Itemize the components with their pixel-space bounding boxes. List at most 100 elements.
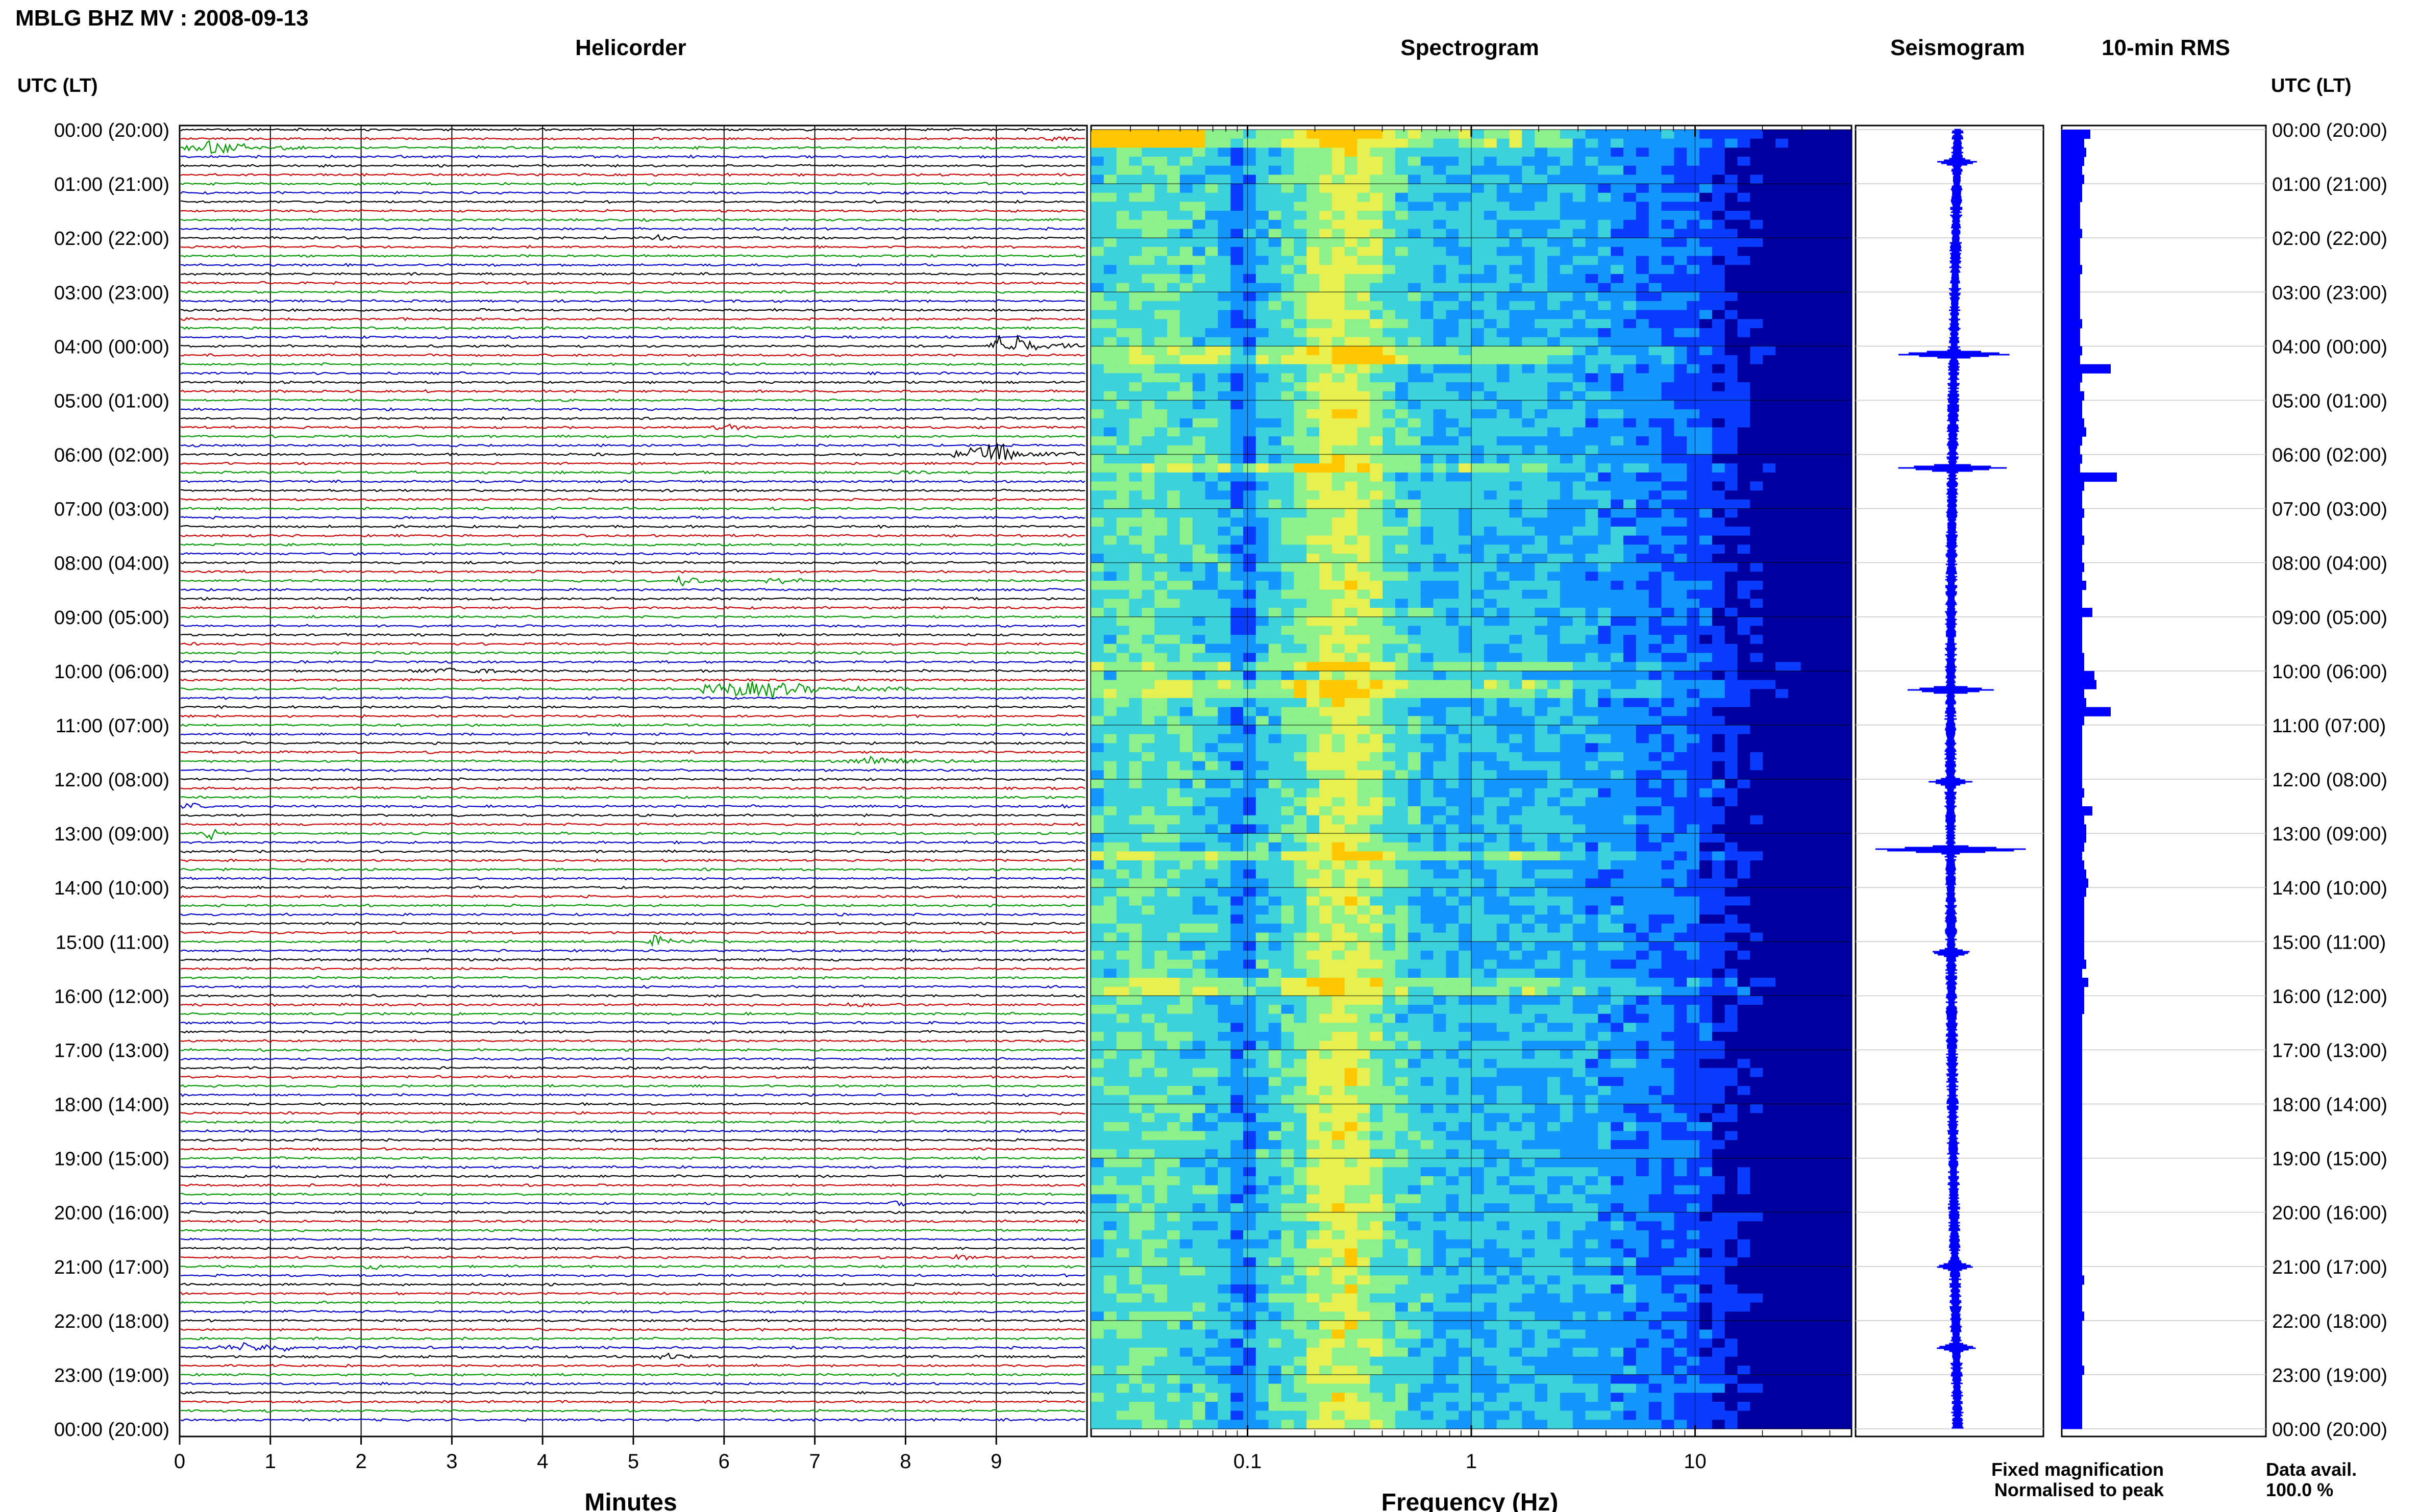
helicorder-trace [180,976,1085,981]
rms-bar [2062,1302,2082,1312]
helicorder-trace [180,1309,1085,1314]
spectrogram-row [1091,256,1852,265]
spectrogram-row [1091,1339,1852,1348]
time-label-right: 23:00 (19:00) [2272,1365,2387,1386]
helicorder-trace [180,271,1085,276]
rms-bar [2062,1366,2084,1375]
helicorder-trace [180,813,1085,817]
rms-bar [2062,1005,2084,1014]
rms-bar [2062,1356,2082,1366]
helicorder-trace [180,795,1085,800]
helicorder-trace [180,828,1085,841]
spectrogram-row [1091,788,1852,798]
spectrogram-row [1091,130,1852,139]
helicorder-trace [180,335,1085,339]
minute-tick-label: 1 [265,1450,276,1473]
spectrogram-row [1091,1393,1852,1402]
spectrogram-row [1091,743,1852,753]
helicorder-trace [180,587,1085,592]
helicorder-trace [180,624,1085,628]
spectrogram-row [1091,463,1852,473]
spectrogram-row [1091,1040,1852,1050]
helicorder-trace [180,244,1085,249]
rms-bar [2062,292,2080,302]
helicorder-trace [180,755,1085,765]
rms-bar [2062,689,2084,699]
helicorder-trace [180,1210,1085,1214]
helicorder-trace [180,334,1085,351]
helicorder-trace [180,948,1085,953]
rms-bar [2062,986,2084,996]
rms-bar [2062,941,2084,951]
helicorder-trace [180,1138,1085,1142]
helicorder-panel: 0 1 2 3 4 5 6 7 8 9 [174,125,1088,1473]
spectrogram-row [1091,427,1852,437]
time-label-right: 14:00 (10:00) [2272,878,2387,899]
rms-bar [2062,1167,2082,1177]
spectrogram-row [1091,923,1852,933]
spectrogram-row [1091,1122,1852,1132]
rms-bar [2062,662,2084,672]
helicorder-trace [180,768,1085,773]
rms-bar [2062,184,2082,193]
spectrogram-row [1091,1158,1852,1168]
spectrogram-row [1091,472,1852,482]
minutes-axis-label: Minutes [584,1489,677,1512]
helicorder-trace [180,723,1085,727]
time-label-right: 13:00 (09:00) [2272,824,2387,845]
time-label-right: 02:00 (22:00) [2272,228,2387,250]
rms-bar [2062,698,2086,708]
helicorder-trace [180,858,1085,863]
helicorder-trace [180,1418,1085,1422]
helicorder-trace [180,1200,1085,1207]
spectrogram-row [1091,986,1852,996]
rms-bar [2062,535,2084,545]
rms-bar [2062,824,2086,834]
rms-bar [2062,608,2092,617]
rms-bar [2062,490,2082,500]
helicorder-trace [180,1192,1085,1197]
spectrogram-row [1091,157,1852,166]
spectrogram-row [1091,770,1852,780]
spectrogram-row [1091,364,1852,374]
rms-bar [2062,743,2082,753]
spectrogram-row [1091,869,1852,879]
helicorder-trace [180,1002,1085,1008]
rms-bar [2062,869,2086,879]
spectrogram-row [1091,1203,1852,1213]
time-label-right: 20:00 (16:00) [2272,1203,2387,1224]
rms-bar [2062,1140,2082,1150]
spectrogram-row [1091,978,1852,987]
spectrogram-row [1091,409,1852,419]
helicorder-trace [180,140,1085,154]
helicorder-trace [180,533,1085,538]
spectrogram-row [1091,246,1852,257]
spectrogram-row [1091,265,1852,275]
minute-tick-label: 5 [628,1450,639,1473]
seismogram-title: Seismogram [1890,35,2025,60]
spectrogram-row [1091,1275,1852,1285]
rms-bar [2062,499,2082,509]
helicorder-trace [180,777,1085,781]
time-label-left: 03:00 (23:00) [54,282,169,304]
frequency-tick-label: 1 [1466,1450,1477,1473]
rms-bar [2062,653,2084,662]
helicorder-trace [180,380,1085,385]
spectrogram-row [1091,535,1852,545]
time-label-right: 08:00 (04:00) [2272,553,2387,575]
rms-bar [2062,219,2080,229]
rms-bar [2062,1266,2082,1276]
time-label-right: 04:00 (00:00) [2272,336,2387,358]
data-avail-value: 100.0 % [2266,1479,2333,1500]
rms-bar [2062,355,2080,365]
spectrogram-row [1091,643,1852,654]
time-label-left: 21:00 (17:00) [54,1257,169,1278]
helicorder-trace [180,326,1085,331]
rms-bar [2062,256,2080,265]
helicorder-trace [180,1364,1085,1368]
spectrogram-row [1091,589,1852,599]
spectrogram-row [1091,184,1852,193]
helicorder-trace [180,803,1085,809]
rms-bar [2062,761,2082,771]
legend-normalised-to-peak: Normalised to peak [1994,1479,2164,1500]
